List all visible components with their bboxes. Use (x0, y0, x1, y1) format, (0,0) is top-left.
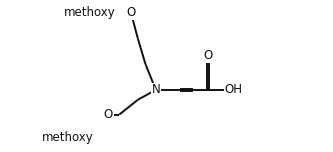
Text: O: O (203, 49, 212, 62)
Text: methoxy: methoxy (64, 6, 116, 19)
Text: O: O (126, 6, 136, 19)
Text: OH: OH (225, 83, 243, 96)
Text: O: O (104, 108, 113, 121)
Text: methoxy: methoxy (42, 131, 94, 144)
Text: N: N (152, 83, 160, 96)
